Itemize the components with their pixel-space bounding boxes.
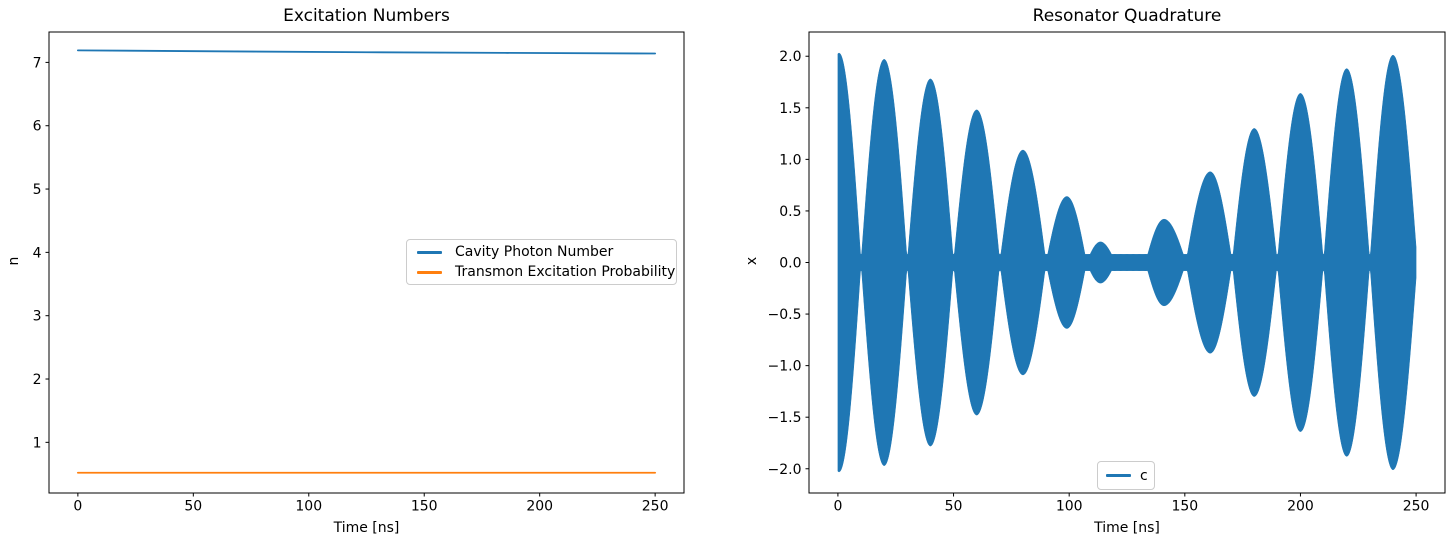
y-tick-label: 3	[33, 309, 42, 325]
y-tick-label: 1.5	[779, 101, 801, 117]
y-tick-label: 1	[33, 435, 42, 451]
left-chart-ylabel: n	[6, 256, 22, 266]
x-tick-label: 200	[1287, 499, 1314, 515]
x-tick-label: 100	[295, 499, 322, 515]
x-tick-label: 0	[73, 499, 82, 515]
legend-entry-transmon-excitation-probability: Transmon Excitation Probability	[417, 264, 676, 281]
y-tick-label: 2	[33, 372, 42, 388]
x-tick-label: 200	[526, 499, 553, 515]
y-tick-label: 7	[33, 55, 42, 71]
x-tick-label: 150	[1171, 499, 1198, 515]
y-tick-label: 0.0	[779, 256, 801, 272]
y-tick-label: 6	[33, 119, 42, 135]
right-chart-xlabel: Time [ns]	[1094, 520, 1160, 536]
x-tick-label: 50	[945, 499, 963, 515]
legend-line-swatch-orange	[417, 270, 442, 274]
right-chart-ylabel: x	[744, 256, 760, 266]
series-line-cavity-photon-number	[76, 49, 657, 55]
y-tick-label: 5	[33, 182, 42, 198]
x-tick-label: 250	[1403, 499, 1430, 515]
x-tick-label: 0	[833, 499, 842, 515]
x-tick-label: 100	[1056, 499, 1083, 515]
x-tick-label: 150	[411, 499, 438, 515]
y-tick-label: 1.0	[779, 152, 801, 168]
right-chart-title: Resonator Quadrature	[1032, 6, 1222, 26]
y-tick-label: −1.5	[768, 410, 802, 426]
legend-line-swatch-blue	[417, 250, 442, 254]
legend-label: c	[1140, 467, 1148, 484]
y-tick-label: −2.0	[768, 462, 802, 478]
left-chart-legend: Cavity Photon Number Transmon Excitation…	[406, 239, 677, 285]
x-tick-label: 250	[642, 499, 669, 515]
legend-label: Cavity Photon Number	[455, 244, 614, 260]
legend-label: Transmon Excitation Probability	[455, 264, 676, 280]
axes-spines	[48, 31, 685, 494]
y-tick-label: −1.0	[768, 359, 802, 375]
x-tick-label: 50	[184, 499, 202, 515]
axes-spines	[808, 31, 1446, 494]
right-chart-legend: c	[1097, 461, 1155, 490]
y-tick-label: −0.5	[768, 307, 802, 323]
y-tick-label: 2.0	[779, 49, 801, 65]
legend-line-swatch-blue	[1106, 474, 1131, 477]
legend-entry-cavity-photon-number: Cavity Photon Number	[417, 244, 676, 261]
y-tick-label: 4	[33, 245, 42, 261]
left-chart-title: Excitation Numbers	[283, 6, 450, 26]
legend-entry-c: c	[1106, 467, 1154, 484]
left-chart-xlabel: Time [ns]	[333, 520, 400, 536]
y-tick-label: 0.5	[779, 204, 801, 220]
resonator-quadrature-waveform	[837, 52, 1417, 473]
